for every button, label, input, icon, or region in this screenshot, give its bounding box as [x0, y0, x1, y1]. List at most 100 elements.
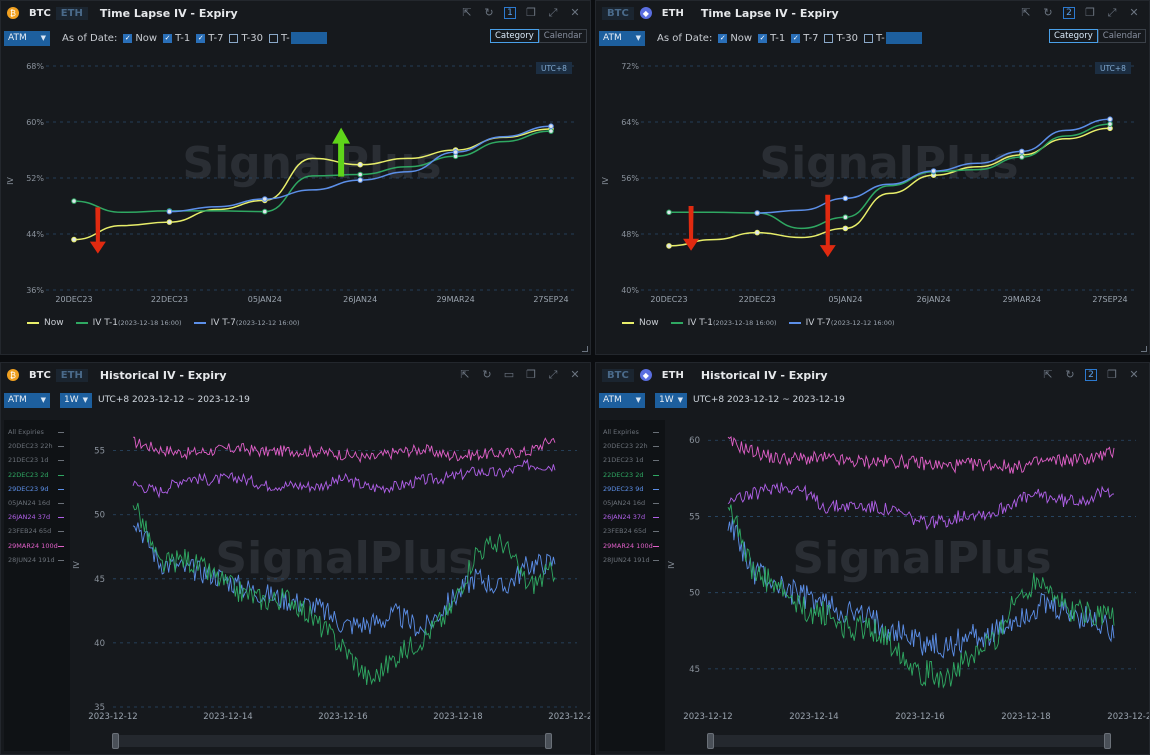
- scrollbar-left-handle[interactable]: [112, 733, 119, 749]
- checkbox-now[interactable]: ✓ Now: [718, 33, 752, 44]
- expiry-item[interactable]: 22DEC23 2d: [4, 468, 70, 482]
- expiry-item[interactable]: 28JUN24 191d: [599, 553, 665, 567]
- link-group-number[interactable]: 1: [504, 7, 516, 19]
- checkbox-t1[interactable]: ✓ T-1: [163, 33, 190, 44]
- legend-swatch: [788, 322, 801, 324]
- share-icon[interactable]: ⇱: [462, 6, 472, 19]
- expiry-item[interactable]: All Expiries: [599, 425, 665, 439]
- coin-tab-btc[interactable]: BTC: [29, 369, 51, 381]
- expiry-item[interactable]: 26JAN24 37d: [599, 510, 665, 524]
- coin-tab-eth[interactable]: ETH: [55, 6, 88, 20]
- expiry-item[interactable]: 21DEC23 1d: [4, 453, 70, 467]
- scrollbar-right-handle[interactable]: [1104, 733, 1111, 749]
- refresh-icon[interactable]: ↻: [484, 6, 494, 19]
- coin-tab-eth[interactable]: ETH: [55, 368, 88, 382]
- window-controls: ⇱ ↻ 2 ❐ ✕: [1041, 368, 1141, 381]
- expiry-item[interactable]: 05JAN24 16d: [599, 496, 665, 510]
- expand-icon[interactable]: ⤢: [1107, 6, 1117, 19]
- expiry-item[interactable]: 20DEC23 22h: [599, 439, 665, 453]
- coin-tab-btc[interactable]: BTC: [602, 368, 634, 382]
- expiry-item[interactable]: All Expiries: [4, 425, 70, 439]
- legend-t1[interactable]: IV T-1 (2023-12-18 16:00): [670, 318, 777, 328]
- duplicate-icon[interactable]: ❐: [1085, 6, 1095, 19]
- close-icon[interactable]: ✕: [1129, 368, 1139, 381]
- refresh-icon[interactable]: ↻: [482, 368, 492, 381]
- custom-date-input[interactable]: [885, 32, 922, 44]
- checkbox-t30[interactable]: T-30: [229, 33, 263, 44]
- share-icon[interactable]: ⇱: [1043, 368, 1053, 381]
- link-group-number[interactable]: 2: [1085, 369, 1097, 381]
- folder-icon[interactable]: ▭: [503, 368, 515, 381]
- category-toggle[interactable]: Category: [1048, 29, 1098, 43]
- y-axis-label: IV: [6, 177, 15, 185]
- scrollbar-left-handle[interactable]: [707, 733, 714, 749]
- expiry-item[interactable]: 23FEB24 65d: [4, 524, 70, 538]
- series-line: [132, 502, 556, 686]
- watermark-text: SignalPlus: [182, 138, 441, 189]
- coin-tab-eth[interactable]: ETH: [661, 369, 684, 381]
- close-icon[interactable]: ✕: [1129, 6, 1139, 19]
- legend-t7[interactable]: IV T-7 (2023-12-12 16:00): [788, 318, 895, 328]
- expiry-item[interactable]: 29MAR24 100d: [599, 539, 665, 553]
- strike-select[interactable]: ATM: [4, 392, 50, 408]
- strike-select[interactable]: ATM: [4, 30, 50, 46]
- checkbox-custom[interactable]: T-: [268, 33, 290, 44]
- expiry-item[interactable]: 21DEC23 1d: [599, 453, 665, 467]
- duplicate-icon[interactable]: ❐: [526, 6, 536, 19]
- as-of-label: As of Date:: [62, 32, 118, 44]
- checkbox-t30[interactable]: T-30: [824, 33, 858, 44]
- time-scrollbar[interactable]: [112, 733, 552, 749]
- calendar-toggle[interactable]: Calendar: [538, 29, 587, 43]
- close-icon[interactable]: ✕: [570, 6, 580, 19]
- expand-icon[interactable]: ⤢: [548, 368, 558, 381]
- expiry-item[interactable]: 28JUN24 191d: [4, 553, 70, 567]
- link-group-number[interactable]: 2: [1063, 7, 1075, 19]
- period-select[interactable]: 1W: [655, 392, 687, 408]
- custom-date-input[interactable]: [290, 32, 327, 44]
- expiry-item[interactable]: 29DEC23 9d: [4, 482, 70, 496]
- watermark-text: SignalPlus: [792, 533, 1051, 584]
- legend-t1[interactable]: IV T-1 (2023-12-18 16:00): [75, 318, 182, 328]
- calendar-toggle[interactable]: Calendar: [1097, 29, 1146, 43]
- checkbox-t7[interactable]: ✓ T-7: [791, 33, 818, 44]
- expiry-item[interactable]: 29MAR24 100d: [4, 539, 70, 553]
- category-toggle[interactable]: Category: [489, 29, 539, 43]
- close-icon[interactable]: ✕: [570, 368, 580, 381]
- duplicate-icon[interactable]: ❐: [1107, 368, 1117, 381]
- x-tick-label: 2023-12-16: [318, 712, 367, 722]
- period-select[interactable]: 1W: [60, 392, 92, 408]
- y-tick-label: 50: [94, 511, 105, 521]
- expiry-item[interactable]: 20DEC23 22h: [4, 439, 70, 453]
- expiry-sidebar: All Expiries 20DEC23 22h 21DEC23 1d 22DEC23…: [599, 420, 665, 751]
- expiry-item[interactable]: 05JAN24 16d: [4, 496, 70, 510]
- checkbox-t1[interactable]: ✓ T-1: [758, 33, 785, 44]
- share-icon[interactable]: ⇱: [460, 368, 470, 381]
- y-axis-label: IV: [667, 561, 676, 569]
- refresh-icon[interactable]: ↻: [1065, 368, 1075, 381]
- scrollbar-right-handle[interactable]: [545, 733, 552, 749]
- coin-tab-eth[interactable]: ETH: [661, 7, 684, 19]
- expand-icon[interactable]: ⤢: [548, 6, 558, 19]
- strike-select[interactable]: ATM: [599, 392, 645, 408]
- share-icon[interactable]: ⇱: [1021, 6, 1031, 19]
- time-scrollbar[interactable]: [707, 733, 1111, 749]
- expiry-item[interactable]: 26JAN24 37d: [4, 510, 70, 524]
- refresh-icon[interactable]: ↻: [1043, 6, 1053, 19]
- legend-now[interactable]: Now: [27, 318, 64, 328]
- legend-t7[interactable]: IV T-7 (2023-12-12 16:00): [193, 318, 300, 328]
- resize-handle[interactable]: [582, 346, 588, 352]
- resize-handle[interactable]: [1141, 346, 1147, 352]
- coin-tab-btc[interactable]: BTC: [602, 6, 634, 20]
- coin-tab-btc[interactable]: BTC: [29, 7, 51, 19]
- checkbox-t7[interactable]: ✓ T-7: [196, 33, 223, 44]
- duplicate-icon[interactable]: ❐: [526, 368, 536, 381]
- checkbox-now[interactable]: ✓ Now: [123, 33, 157, 44]
- checkbox-custom[interactable]: T-: [863, 33, 885, 44]
- expiry-color-swatch: [58, 502, 64, 504]
- legend-now[interactable]: Now: [622, 318, 659, 328]
- window-controls: ⇱ ↻ ▭ ❐ ⤢ ✕: [458, 368, 582, 382]
- expiry-item[interactable]: 29DEC23 9d: [599, 482, 665, 496]
- expiry-item[interactable]: 23FEB24 65d: [599, 524, 665, 538]
- expiry-item[interactable]: 22DEC23 2d: [599, 468, 665, 482]
- strike-select[interactable]: ATM: [599, 30, 645, 46]
